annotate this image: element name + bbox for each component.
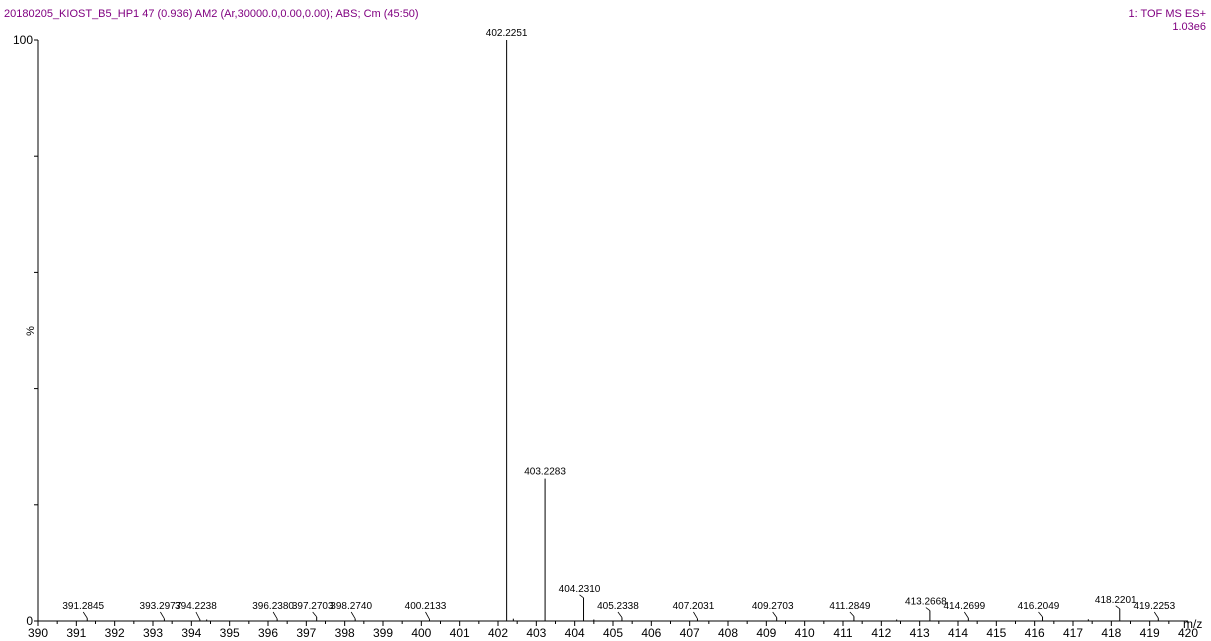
peak-label: 396.2380	[252, 601, 294, 612]
x-tick-label: 409	[756, 626, 776, 640]
x-tick-label: 399	[373, 626, 393, 640]
peak-label: 402.2251	[486, 28, 528, 39]
x-tick-label: 411	[833, 626, 852, 640]
x-tick-label: 401	[450, 626, 470, 640]
x-tick-label: 394	[181, 626, 201, 640]
peak-label: 404.2310	[559, 584, 601, 595]
x-axis-ticks: 390 391 392 393 394 395 396 397 398 399 400 401 402 4…	[28, 621, 1198, 640]
spectrum-header-title: 20180205_KIOST_B5_HP1 47 (0.936) AM2 (Ar…	[4, 8, 419, 20]
peak-label: 414.2699	[943, 601, 985, 612]
peak-label: 411.2849	[829, 601, 870, 612]
peak-leader	[693, 611, 698, 619]
x-tick-label: 392	[105, 626, 125, 640]
peak-leader	[1038, 611, 1043, 618]
peak-label: 393.2977	[140, 601, 182, 612]
peak-leader	[772, 611, 778, 618]
peak-leader	[272, 611, 278, 619]
peak-label: 403.2283	[524, 467, 566, 478]
peak-leader	[849, 611, 855, 617]
x-tick-label: 398	[335, 626, 355, 640]
spectrum-header-mode: 1: TOF MS ES+	[1128, 8, 1206, 20]
axes	[37, 40, 1188, 622]
peak-label: 407.2031	[673, 601, 715, 612]
x-tick-label: 405	[603, 626, 623, 640]
peak-leader	[1115, 605, 1121, 610]
spectrum-peaks	[86, 40, 1159, 621]
x-tick-label: 391	[66, 626, 86, 640]
peak-leader	[1153, 611, 1159, 619]
x-tick-label: 404	[565, 626, 585, 640]
peak-leader	[350, 611, 356, 619]
x-tick-label: 420	[1178, 626, 1198, 640]
spectrum-header-scale: 1.03e6	[1172, 21, 1206, 33]
x-tick-label: 417	[1063, 626, 1083, 640]
x-tick-label: 406	[641, 626, 661, 640]
x-tick-label: 407	[680, 626, 700, 640]
peak-label: 397.2703	[292, 601, 334, 612]
peak-label: 400.2133	[405, 601, 447, 612]
peak-leader	[312, 611, 318, 618]
peak-leader	[964, 611, 969, 619]
y-tick-label: 0	[26, 614, 33, 628]
peak-label: 416.2049	[1018, 601, 1060, 612]
x-tick-label: 408	[718, 626, 738, 640]
y-axis-ticks: 0 100	[13, 33, 38, 628]
peak-label: 418.2201	[1095, 595, 1137, 606]
peak-label: 398.2740	[330, 601, 372, 612]
peak-leader	[925, 607, 931, 611]
peak-label: 405.2338	[597, 601, 639, 612]
x-tick-label: 413	[910, 626, 930, 640]
y-tick-label: 100	[13, 33, 33, 47]
x-tick-label: 415	[986, 626, 1006, 640]
x-tick-label: 410	[795, 626, 815, 640]
peak-label: 394.2238	[175, 601, 217, 612]
x-tick-label: 396	[258, 626, 278, 640]
peak-label: 391.2845	[62, 601, 104, 612]
x-tick-label: 419	[1140, 626, 1160, 640]
x-tick-label: 400	[411, 626, 431, 640]
x-tick-label: 390	[28, 626, 48, 640]
peak-leader	[160, 611, 165, 619]
x-tick-label: 412	[871, 626, 891, 640]
x-tick-label: 402	[488, 626, 508, 640]
peak-leader	[425, 611, 430, 620]
peak-label: 413.2668	[905, 597, 947, 608]
x-tick-label: 418	[1101, 626, 1121, 640]
x-tick-label: 397	[296, 626, 316, 640]
peak-leader	[579, 594, 584, 599]
x-tick-label: 393	[143, 626, 163, 640]
peak-leader	[195, 611, 201, 621]
peak-label: 419.2253	[1133, 601, 1175, 612]
x-tick-label: 416	[1025, 626, 1045, 640]
peak-leader	[82, 611, 88, 619]
peak-leader	[617, 611, 623, 618]
y-axis-label: %	[25, 326, 37, 336]
x-tick-label: 403	[526, 626, 546, 640]
peak-label: 409.2703	[752, 601, 794, 612]
x-tick-label: 414	[948, 626, 968, 640]
x-tick-label: 395	[220, 626, 240, 640]
